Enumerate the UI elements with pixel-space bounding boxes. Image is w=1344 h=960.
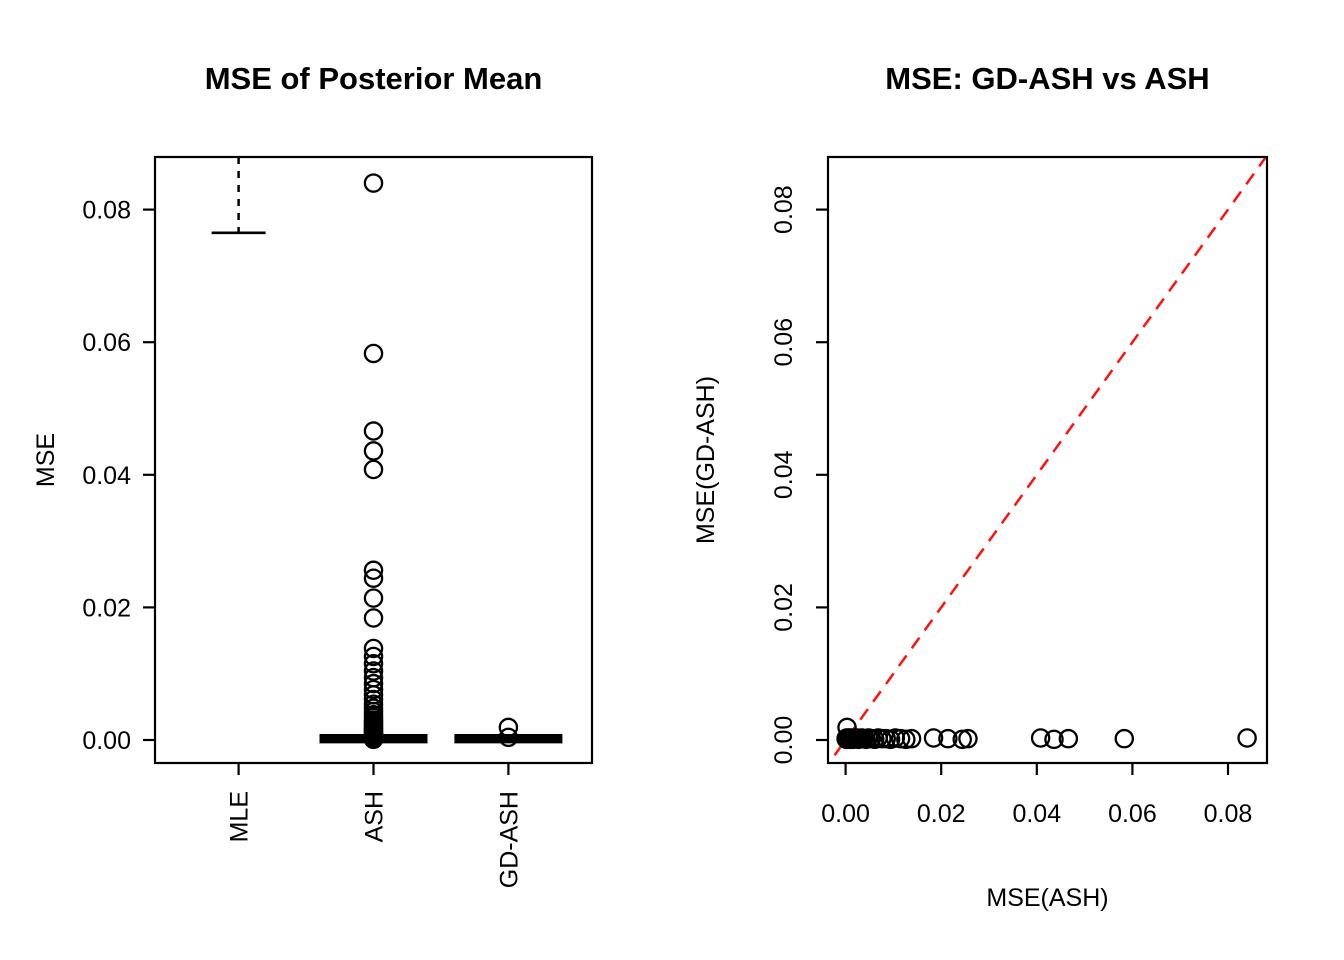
- scatter-point-circle: [923, 728, 944, 748]
- ash-outlier-circle: [363, 679, 384, 700]
- ash-outlier-circle: [363, 638, 384, 659]
- right-plot-box: [826, 155, 1269, 765]
- left-y-tick-label: 0.04: [82, 462, 131, 490]
- ash-outlier-circle: [363, 173, 384, 193]
- scatter-point-circle: [896, 729, 916, 750]
- gdash-outlier-circle: [498, 727, 519, 748]
- right-y-tick-label: 0.02: [770, 583, 798, 632]
- gdash-box-median-bar: [454, 733, 563, 744]
- identity-line: [828, 157, 1267, 763]
- left-x-category-label: GD-ASH: [495, 791, 523, 888]
- right-y-tick-label: 0.06: [770, 318, 798, 367]
- right-plot-title: MSE: GD-ASH vs ASH: [885, 61, 1210, 96]
- ash-outlier-circle: [363, 673, 384, 694]
- left-y-tick-label: 0.06: [82, 329, 131, 357]
- right-x-tick-label: 0.00: [821, 800, 870, 828]
- right-y-axis-title: MSE(GD-ASH): [692, 376, 720, 544]
- scatter-point-circle: [938, 728, 958, 749]
- ash-outlier-circle: [363, 661, 384, 681]
- right-x-tick-label: 0.02: [917, 800, 966, 828]
- scatter-point-circle: [1114, 728, 1135, 749]
- ash-outlier-circle: [363, 441, 384, 461]
- right-y-tick-label: 0.00: [770, 716, 798, 765]
- scatter-point-circle: [1030, 728, 1051, 748]
- ash-outlier-circle: [363, 654, 384, 674]
- right-x-axis-title: MSE(ASH): [986, 884, 1108, 912]
- ash-outlier-circle: [363, 667, 384, 688]
- right-y-tick-label: 0.08: [770, 185, 798, 234]
- right-x-tick-label: 0.08: [1204, 800, 1253, 828]
- gdash-outlier-circle: [498, 717, 519, 738]
- scatter-point-circle: [1044, 729, 1064, 750]
- scatter-point-circle: [952, 729, 972, 750]
- ash-outlier-circle: [363, 560, 384, 581]
- scatter-point-circle: [901, 728, 922, 749]
- ash-outlier-circle: [363, 568, 384, 588]
- ash-outlier-circle: [363, 646, 384, 667]
- ash-outlier-circle: [363, 588, 384, 608]
- left-y-tick-label: 0.08: [82, 197, 131, 225]
- ash-outlier-circle: [363, 694, 384, 714]
- ash-outlier-circle: [363, 608, 384, 628]
- right-y-tick-label: 0.04: [770, 450, 798, 499]
- left-x-category-label: ASH: [361, 791, 389, 842]
- right-x-tick-label: 0.04: [1012, 800, 1061, 828]
- left-y-tick-label: 0.02: [82, 594, 131, 622]
- ash-outlier-circle: [363, 689, 384, 710]
- ash-outlier-circle: [363, 421, 384, 441]
- left-y-axis-title: MSE: [32, 433, 60, 487]
- right-x-tick-label: 0.06: [1108, 800, 1157, 828]
- scatter-point-circle: [1237, 728, 1257, 748]
- left-y-tick-label: 0.00: [82, 727, 131, 755]
- ash-outlier-circle: [363, 459, 384, 480]
- scatter-point-circle: [1058, 728, 1079, 749]
- left-x-category-label: MLE: [226, 791, 254, 842]
- ash-outlier-circle: [363, 343, 384, 364]
- left-plot-title: MSE of Posterior Mean: [204, 61, 543, 96]
- scatter-point-circle: [958, 728, 978, 749]
